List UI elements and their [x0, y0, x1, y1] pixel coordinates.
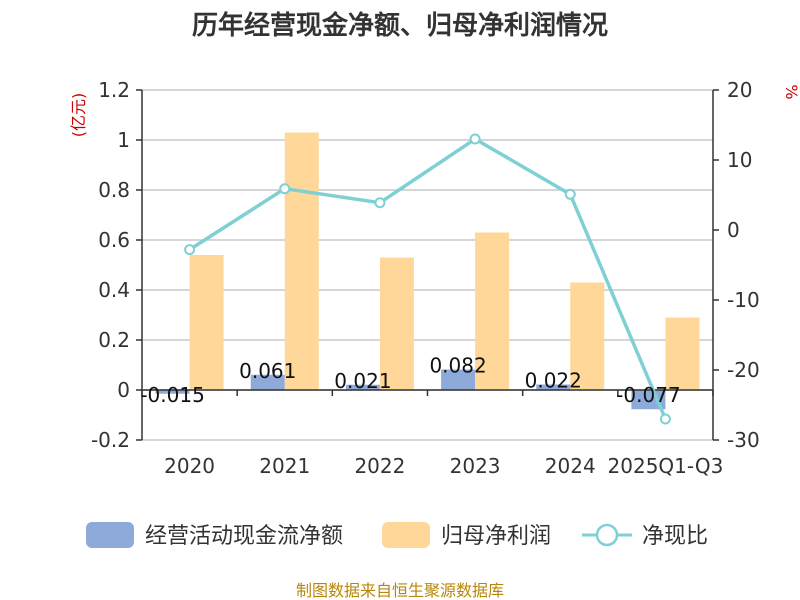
data-label-cash-flow: -0.077 — [616, 383, 680, 407]
y-left-tick-label: 1 — [117, 128, 130, 152]
y-left-tick-label: 0.6 — [98, 228, 130, 252]
legend-swatch-cash[interactable] — [86, 522, 134, 548]
source-note: 制图数据来自恒生聚源数据库 — [296, 581, 504, 600]
ratio-line-path — [188, 136, 668, 420]
left-axis: -0.2 0 0.2 0.4 0.6 0.8 1 1.2 — [91, 78, 143, 452]
y-left-tick-label: -0.2 — [91, 428, 130, 452]
bar-cash-flow — [345, 384, 380, 390]
bar-net-profit — [475, 232, 510, 390]
x-tick-label: 2020 — [164, 454, 215, 478]
legend-swatch-profit[interactable] — [382, 522, 430, 548]
ratio-point — [564, 188, 576, 200]
right-axis: -30 -20 -10 0 10 20 — [712, 78, 760, 452]
y-left-tick-label: 0 — [117, 378, 130, 402]
legend-swatch-ratio-marker[interactable] — [595, 523, 619, 547]
legend-label-cash[interactable]: 经营活动现金流净额 — [145, 524, 343, 549]
right-axis-unit: % — [782, 84, 800, 99]
ratio-point — [374, 197, 386, 209]
bar-cash-flow — [155, 390, 190, 394]
data-label-cash-flow: 0.022 — [525, 369, 582, 393]
bar-net-profit — [189, 255, 224, 390]
ratio-point — [184, 244, 196, 256]
y-right-tick-label: -10 — [727, 288, 760, 312]
data-label-cash-flow: 0.021 — [334, 369, 391, 393]
y-left-tick-label: 1.2 — [98, 78, 130, 102]
ratio-point — [469, 133, 481, 145]
bar-cash-flow — [441, 369, 476, 390]
bar-net-profit — [665, 317, 700, 390]
ratio-line — [184, 133, 671, 425]
data-label-cash-flow: -0.015 — [140, 383, 204, 407]
y-left-tick-label: 0.4 — [98, 278, 130, 302]
y-right-tick-label: -30 — [727, 428, 760, 452]
x-tick-label: 2022 — [354, 454, 405, 478]
legend-label-profit[interactable]: 归母净利润 — [441, 524, 551, 549]
bar-cash-flow — [250, 374, 285, 390]
x-tick-label: 2024 — [545, 454, 596, 478]
y-left-tick-label: 0.8 — [98, 178, 130, 202]
data-labels: -0.015 0.061 0.021 0.082 0.022 -0.077 — [140, 354, 680, 408]
y-right-tick-label: 20 — [727, 78, 752, 102]
y-right-tick-label: 10 — [727, 148, 752, 172]
y-right-tick-label: -20 — [727, 358, 760, 382]
legend: 经营活动现金流净额 归母净利润 净现比 — [86, 522, 708, 549]
x-tick-label: 2025Q1-Q3 — [608, 454, 724, 478]
bar-net-profit — [379, 257, 414, 390]
data-label-cash-flow: 0.061 — [239, 359, 296, 383]
chart-title: 历年经营现金净额、归母净利润情况 — [192, 10, 608, 41]
bars — [155, 132, 700, 410]
bar-net-profit — [284, 132, 319, 390]
ratio-point — [279, 183, 291, 195]
bar-net-profit — [570, 282, 605, 390]
y-right-tick-label: 0 — [727, 218, 740, 242]
y-left-tick-label: 0.2 — [98, 328, 130, 352]
x-tick-label: 2021 — [259, 454, 310, 478]
legend-label-ratio[interactable]: 净现比 — [642, 524, 708, 549]
x-tick-label: 2023 — [450, 454, 501, 478]
bar-cash-flow — [536, 384, 571, 390]
left-axis-unit: (亿元) — [69, 93, 88, 138]
data-label-cash-flow: 0.082 — [429, 354, 486, 378]
ratio-point — [659, 413, 671, 425]
x-axis: 2020 2021 2022 2023 2024 2025Q1-Q3 — [141, 389, 724, 478]
